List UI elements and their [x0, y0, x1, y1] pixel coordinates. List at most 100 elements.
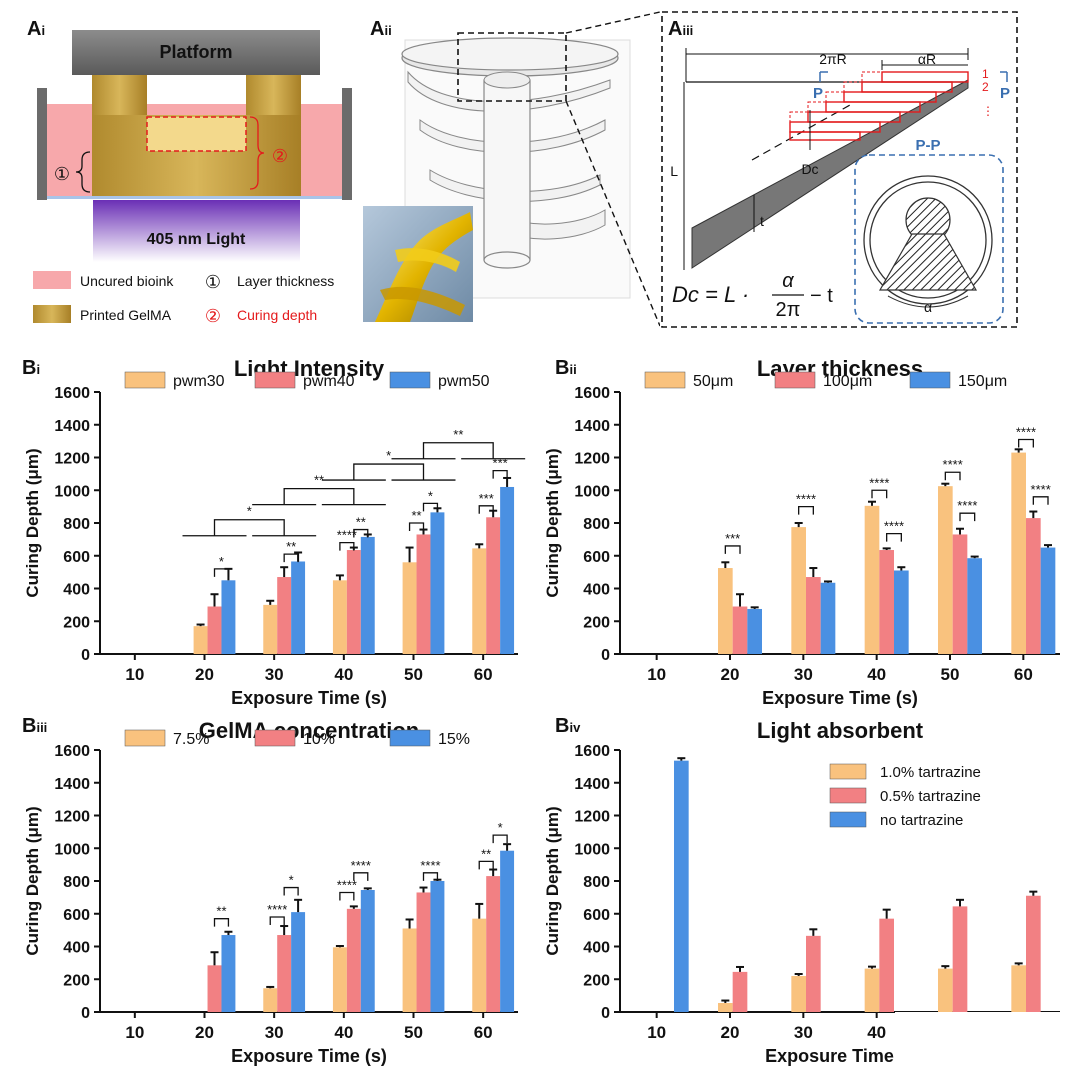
significance-label: **** — [267, 902, 287, 917]
x-axis-label: Exposure Time (s) — [762, 688, 918, 708]
y-tick-label: 400 — [63, 582, 90, 599]
svg-text:P-P: P-P — [915, 137, 940, 154]
y-tick-label: 200 — [583, 972, 610, 989]
svg-text:α: α — [782, 270, 794, 292]
significance-label: ** — [286, 539, 296, 554]
chart-bii: Layer thickness0200400600800100012001400… — [543, 356, 1060, 708]
significance-bracket — [1032, 496, 1049, 505]
significance-label: *** — [479, 491, 494, 506]
x-tick-label: 10 — [125, 1023, 144, 1042]
significance-label: **** — [869, 475, 889, 490]
significance-label: **** — [884, 519, 904, 534]
significance-bracket — [252, 487, 386, 506]
significance-bracket — [339, 891, 355, 901]
bar — [291, 912, 306, 1012]
bar — [277, 935, 292, 1012]
bar — [472, 548, 487, 654]
bar — [1040, 547, 1056, 654]
bar — [291, 561, 306, 654]
y-tick-label: 1400 — [574, 418, 610, 435]
bar — [221, 580, 236, 654]
bar — [732, 606, 748, 654]
y-tick-label: 400 — [583, 582, 610, 599]
bar — [402, 562, 417, 654]
bar — [1026, 895, 1041, 1012]
bar — [346, 908, 361, 1012]
depth-bracket — [249, 116, 265, 190]
light-label: 405 nm Light — [147, 231, 246, 248]
y-tick-label: 200 — [63, 614, 90, 631]
cropped-area — [895, 1012, 1080, 1091]
y-tick-label: 600 — [63, 907, 90, 924]
significance-label: * — [428, 488, 433, 503]
significance-label: *** — [493, 456, 508, 471]
y-tick-label: 800 — [583, 874, 610, 891]
x-tick-label: 10 — [125, 665, 144, 684]
legend-swatch — [124, 371, 166, 389]
legend-swatch — [909, 371, 951, 389]
y-tick-label: 0 — [601, 647, 610, 664]
bar — [938, 968, 953, 1012]
y-tick-label: 1600 — [54, 385, 90, 402]
bar — [346, 550, 361, 654]
significance-bracket — [478, 505, 494, 514]
y-tick-label: 600 — [583, 549, 610, 566]
legend-swatch — [254, 371, 296, 389]
significance-bracket — [944, 471, 961, 481]
y-tick-label: 200 — [63, 972, 90, 989]
bar — [1011, 452, 1026, 654]
y-tick-label: 1000 — [574, 483, 610, 500]
legend-label: pwm30 — [173, 373, 225, 390]
printed-column-left — [92, 75, 147, 115]
legend-swatch — [389, 371, 431, 389]
zoom-box — [457, 32, 567, 102]
x-tick-label: 60 — [1014, 665, 1033, 684]
bar — [806, 577, 821, 654]
significance-bracket — [391, 442, 526, 460]
svg-text:2πR: 2πR — [819, 51, 847, 67]
bar — [277, 577, 292, 654]
printed-layer-bottom — [92, 152, 301, 196]
x-axis-label: Exposure Time (s) — [231, 688, 387, 708]
svg-text:P: P — [1000, 85, 1010, 102]
y-tick-label: 0 — [81, 647, 90, 664]
bar — [486, 517, 501, 654]
significance-bracket — [492, 469, 508, 479]
significance-label: **** — [337, 528, 357, 543]
significance-bracket — [886, 532, 902, 542]
vat-wall-right — [342, 88, 352, 200]
y-axis-label: Curing Depth (μm) — [23, 806, 42, 955]
y-tick-label: 0 — [601, 1005, 610, 1022]
x-tick-label: 30 — [265, 665, 284, 684]
y-tick-label: 1600 — [574, 385, 610, 402]
significance-label: ** — [411, 508, 421, 523]
chart-title: Light absorbent — [757, 718, 924, 743]
helix-model — [363, 11, 660, 327]
legend-swatch — [124, 729, 166, 747]
legend-swatch — [774, 371, 816, 389]
bar — [416, 534, 431, 654]
bar — [402, 928, 417, 1012]
curing-zone — [146, 116, 247, 152]
legend-swatch — [389, 729, 431, 747]
chart-bi: Light Intensity0200400600800100012001400… — [23, 356, 526, 708]
x-tick-label: 20 — [195, 1023, 214, 1042]
bar — [207, 606, 222, 654]
bar — [791, 527, 806, 654]
marker-layer: ① — [54, 164, 70, 184]
bar — [864, 968, 880, 1012]
legend-label: 50μm — [693, 373, 733, 390]
y-tick-label: 1000 — [54, 841, 90, 858]
y-axis-label: Curing Depth (μm) — [543, 806, 562, 955]
significance-bracket — [422, 872, 439, 881]
bar — [718, 568, 733, 654]
formula-lhs: Dc = L · — [672, 282, 749, 307]
significance-bracket — [1018, 438, 1034, 448]
y-tick-label: 600 — [583, 907, 610, 924]
significance-label: **** — [1031, 482, 1051, 497]
panel-label-biv: Biv — [555, 715, 581, 737]
legend-swatch — [829, 811, 867, 828]
bar — [791, 975, 806, 1012]
y-tick-label: 0 — [81, 1005, 90, 1022]
platform-label: Platform — [159, 42, 232, 62]
